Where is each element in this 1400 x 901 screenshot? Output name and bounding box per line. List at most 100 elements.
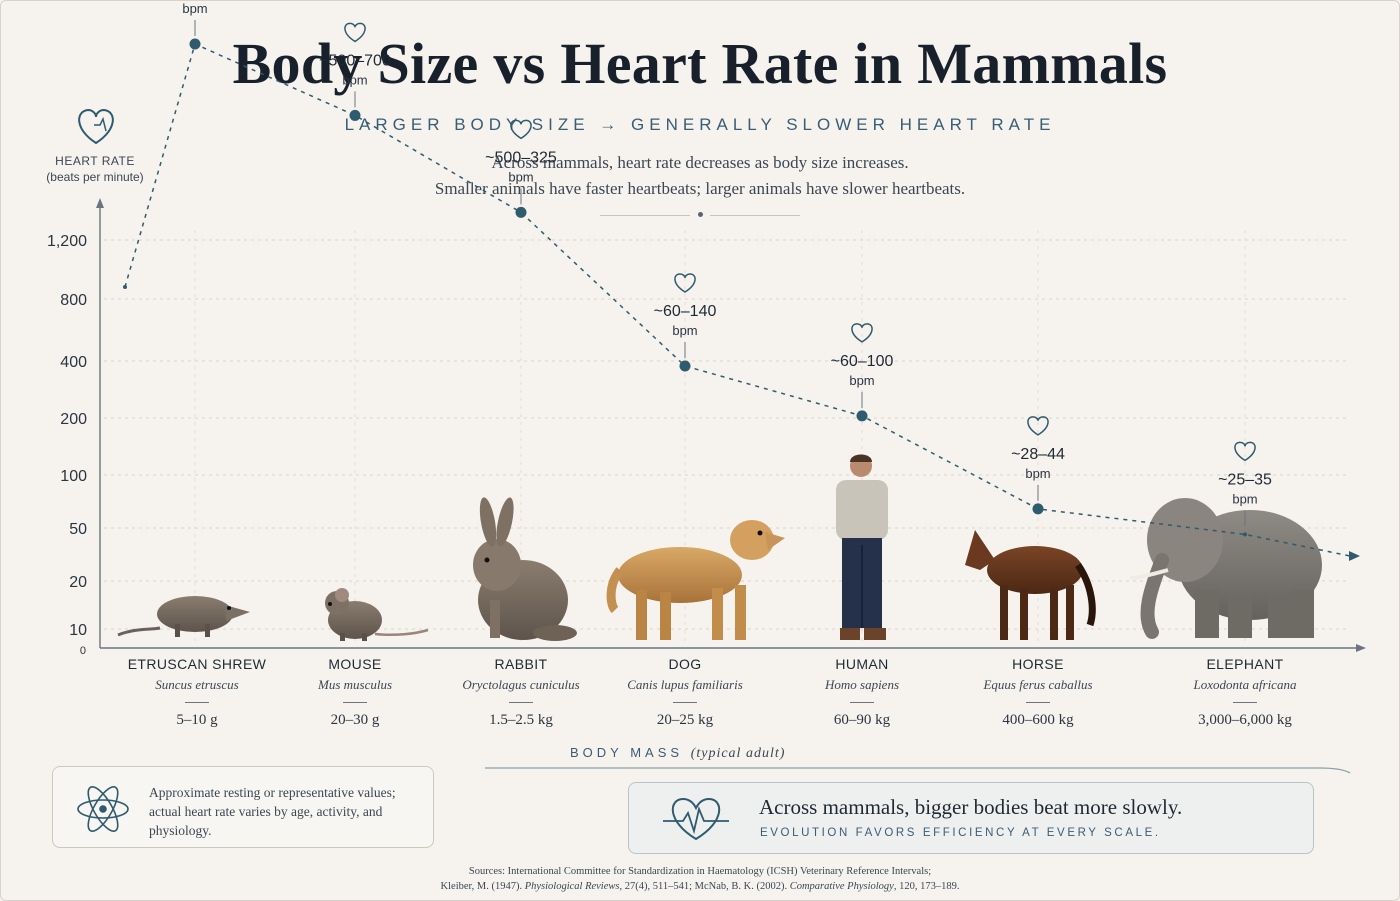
y-tick-label: 1,200 — [47, 233, 87, 250]
data-label-unit: bpm — [849, 373, 874, 388]
x-label-mouse: MOUSE Mus musculus 20–30 g — [255, 656, 455, 729]
x-axis-title: BODY MASS (typical adult) — [570, 745, 785, 762]
data-label-unit: bpm — [508, 169, 533, 184]
body-mass: 400–600 kg — [1002, 712, 1074, 728]
y-axis-label: HEART RATE (beats per minute) — [30, 153, 160, 185]
animal-name: RABBIT — [494, 656, 548, 672]
horse-illustration — [965, 530, 1096, 640]
heart-icon — [674, 273, 696, 293]
sources-mcnab: , 27(4), 511–541; McNab, B. K. (2002). — [619, 881, 790, 892]
data-label-range: ~60–100 — [831, 353, 894, 370]
data-point-marker — [679, 360, 691, 372]
data-label-range: ~28–44 — [1011, 446, 1065, 463]
y-tick-label: 10 — [69, 622, 87, 639]
x-axis-title-text: BODY MASS — [570, 745, 684, 760]
dog-illustration — [606, 520, 785, 640]
label-divider — [673, 702, 697, 703]
x-label-etruscan-shrew: ETRUSCAN SHREW Suncus etruscus 5–10 g — [97, 656, 297, 729]
data-label-unit: bpm — [182, 1, 207, 16]
scientific-name: Homo sapiens — [824, 677, 900, 692]
heart-icon — [344, 22, 366, 43]
x-label-dog: DOG Canis lupus familiaris 20–25 kg — [585, 656, 785, 729]
label-divider — [509, 702, 533, 703]
data-label-range: ~60–140 — [654, 303, 717, 320]
data-point: ~60–100 bpm — [831, 323, 894, 422]
x-label-horse: HORSE Equus ferus caballus 400–600 kg — [938, 656, 1138, 729]
y-tick-label: 800 — [60, 292, 87, 309]
y-tick-label: 200 — [60, 411, 87, 428]
body-mass: 20–30 g — [330, 712, 380, 728]
animal-name: HUMAN — [835, 656, 889, 672]
label-divider — [850, 702, 874, 703]
scientific-name: Suncus etruscus — [155, 677, 239, 692]
heart-icon — [851, 323, 873, 343]
y-axis-label-line-1: HEART RATE — [55, 154, 135, 168]
y-tick-label: 50 — [69, 521, 87, 538]
x-label-rabbit: RABBIT Oryctolagus cuniculus 1.5–2.5 kg — [421, 656, 621, 729]
sources-journal-1: Physiological Reviews — [524, 881, 620, 892]
data-point: ~500–325 bpm — [485, 119, 557, 218]
animal-name: MOUSE — [328, 656, 382, 672]
trend-line — [123, 42, 1360, 561]
body-mass: 1.5–2.5 kg — [489, 712, 553, 728]
heartbeat-heart-icon — [663, 797, 729, 841]
sources-line-2: Kleiber, M. (1947). Physiological Review… — [0, 879, 1400, 894]
y-axis-label-line-2: (beats per minute) — [46, 170, 144, 184]
takeaway-sub: EVOLUTION FAVORS EFFICIENCY AT EVERY SCA… — [760, 827, 1161, 839]
sources-journal-2: Comparative Physiology — [789, 881, 894, 892]
data-label-range: ~500–700 — [319, 52, 391, 69]
data-point: ~60–140 bpm — [654, 273, 717, 372]
trend-start-dot — [123, 285, 127, 289]
divider-right — [710, 215, 800, 216]
mouse-illustration — [325, 588, 429, 641]
data-label-unit: bpm — [342, 72, 367, 87]
shrew-illustration — [117, 596, 250, 637]
sources-kleiber: Kleiber, M. (1947). — [440, 881, 525, 892]
page-title: Body Size vs Heart Rate in Mammals — [232, 31, 1168, 96]
body-mass: 60–90 kg — [833, 712, 891, 728]
divider-left — [600, 215, 690, 216]
divider-dot — [698, 212, 703, 217]
data-point-marker — [1243, 532, 1247, 537]
data-label-unit: bpm — [672, 323, 697, 338]
data-point: ~500–700 bpm — [319, 22, 391, 121]
takeaway-box: Across mammals, bigger bodies beat more … — [628, 782, 1314, 854]
scientific-name: Equus ferus caballus — [983, 677, 1093, 692]
human-illustration — [836, 454, 888, 640]
body-mass: 3,000–6,000 kg — [1198, 712, 1292, 728]
data-point: ~800–1,200bpm — [182, 1, 208, 50]
y-tick-label: 20 — [69, 574, 87, 591]
heart-icon — [510, 119, 532, 140]
description-line-2: Smaller animals have faster heartbeats; … — [434, 179, 966, 198]
rabbit-illustration — [473, 497, 577, 641]
y-tick-label: 0 — [80, 645, 86, 657]
x-label-elephant: ELEPHANT Loxodonta africana 3,000–6,000 kg — [1145, 656, 1345, 729]
data-label-range: ~500–325 — [485, 149, 557, 166]
scientific-name: Mus musculus — [317, 677, 393, 692]
label-divider — [1026, 702, 1050, 703]
data-label-unit: bpm — [1232, 491, 1257, 506]
page-subtitle: LARGER BODY SIZE → GENERALLY SLOWER HEAR… — [344, 115, 1056, 134]
y-tick-label: 100 — [60, 468, 87, 485]
label-divider — [185, 702, 209, 703]
atom-icon — [77, 786, 129, 832]
data-point-marker — [1032, 503, 1044, 515]
data-point-marker — [349, 109, 361, 121]
data-point-marker — [856, 410, 868, 422]
description-line-1: Across mammals, heart rate decreases as … — [491, 153, 909, 172]
heart-header-icon — [78, 108, 114, 145]
elephant-illustration — [1129, 498, 1322, 639]
body-mass: 20–25 kg — [656, 712, 714, 728]
axes — [96, 198, 1366, 652]
sources: Sources: International Committee for Sta… — [0, 864, 1400, 894]
data-marks: ~800–1,200bpm~500–700bpm~500–325bpm~60–1… — [182, 1, 1272, 537]
scientific-name: Loxodonta africana — [1193, 677, 1297, 692]
animal-name: ELEPHANT — [1206, 656, 1284, 672]
y-tick-label: 400 — [60, 354, 87, 371]
data-point: ~28–44 bpm — [1011, 416, 1065, 515]
animal-name: HORSE — [1012, 656, 1064, 672]
label-divider — [343, 702, 367, 703]
description: Across mammals, heart rate decreases as … — [0, 150, 1400, 202]
takeaway-main: Across mammals, bigger bodies beat more … — [759, 795, 1183, 819]
